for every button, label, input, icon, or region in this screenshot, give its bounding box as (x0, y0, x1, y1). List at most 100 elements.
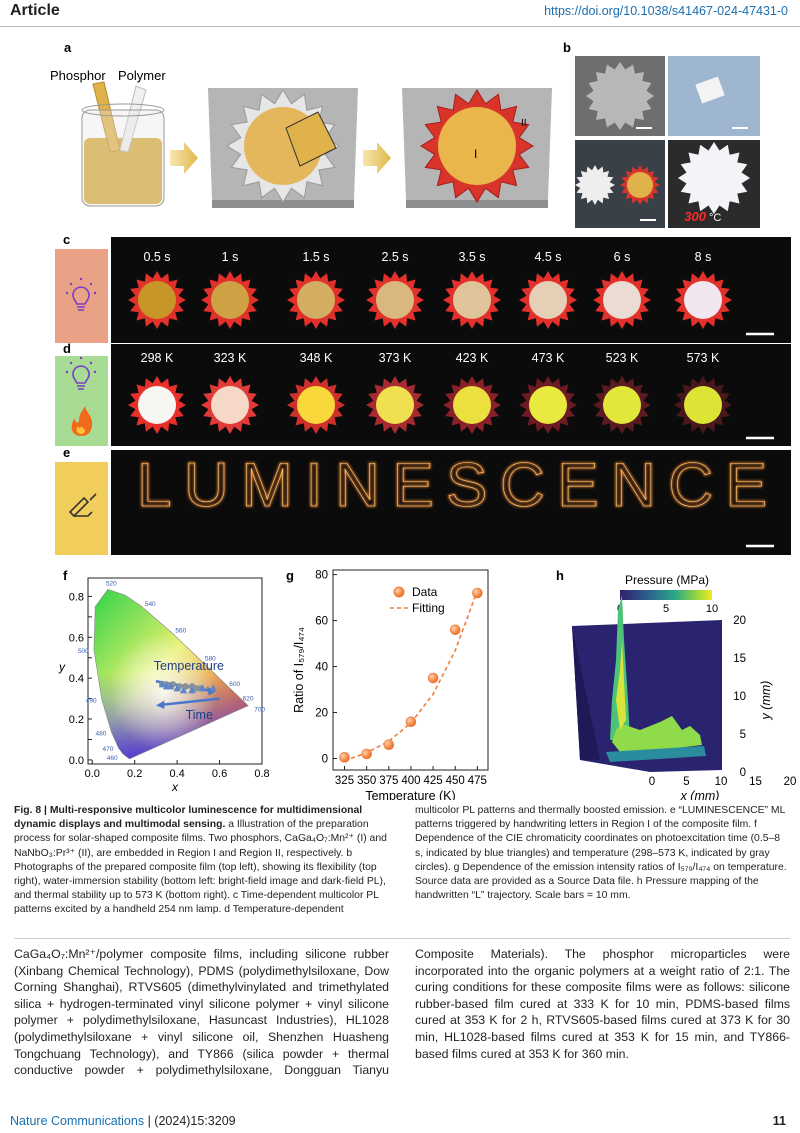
data-point (405, 716, 417, 728)
time-label: 6 s (614, 250, 631, 264)
panel-label: g (286, 568, 294, 583)
x-tick-label: 450 (446, 775, 465, 787)
sun (586, 62, 654, 130)
temperature-label: 573 K (687, 351, 720, 365)
label: Phosphor (50, 68, 106, 83)
x-tick-label: 0 (649, 776, 655, 788)
data-point (427, 672, 439, 684)
colorbar-tick-label: 5 (663, 603, 669, 615)
plate-edge (406, 200, 548, 208)
sun (678, 142, 750, 214)
doi-link[interactable]: https://doi.org/10.1038/s41467-024-47431… (544, 4, 788, 18)
fit-line (344, 590, 479, 762)
pressure-trace (612, 716, 702, 752)
stick (119, 85, 147, 153)
time-label: 0.5 s (143, 250, 170, 264)
film-piece (285, 111, 337, 167)
time-label: 4.5 s (534, 250, 561, 264)
time-point (179, 686, 188, 694)
x-tick-label: 5 (683, 776, 689, 788)
page-number: 11 (772, 1114, 786, 1128)
x-tick-label: 475 (468, 775, 487, 787)
y-tick-label: 5 (740, 729, 746, 741)
y-tick-label: 40 (315, 662, 328, 674)
wavelength-label: 700 (254, 707, 265, 714)
sun-disc (684, 386, 722, 424)
bulb-icon (72, 365, 90, 390)
panel-label: a (64, 40, 72, 55)
panel-label: d (63, 341, 71, 356)
time-label: 1.5 s (302, 250, 329, 264)
temperature-label: 473 K (532, 351, 565, 365)
colorbar-label: Pressure (MPa) (625, 573, 709, 587)
photo-strip (111, 450, 791, 555)
arrow (170, 142, 198, 174)
arrow-head (155, 700, 165, 709)
sun-disc (453, 281, 491, 319)
sun-disc (211, 386, 249, 424)
footer-journal: Nature Communications | (2024)15:3209 (10, 1114, 236, 1128)
x-tick-label: 10 (715, 776, 728, 788)
x-tick-label: 0.8 (254, 768, 269, 780)
figure-caption: Fig. 8 | Multi-responsive multicolor lum… (14, 804, 790, 932)
beaker-liquid (84, 138, 162, 204)
sun-disc (603, 281, 641, 319)
region-label: II (521, 118, 527, 129)
section-rule (14, 938, 790, 939)
temperature-label: 423 K (456, 351, 489, 365)
bulb-ray (79, 277, 83, 281)
arrow (363, 142, 391, 174)
y-tick-label: 10 (733, 691, 746, 703)
time-label: 2.5 s (381, 250, 408, 264)
annotation: Temperature (154, 659, 224, 673)
panel-label: e (63, 445, 70, 460)
y-tick-label: 0 (322, 754, 328, 766)
y-tick-label: 0.8 (69, 591, 84, 603)
sun-disc (453, 386, 491, 424)
panel-label: h (556, 568, 564, 583)
y-tick-label: 0 (740, 767, 746, 779)
time-point (173, 684, 181, 692)
wavelength-label: 500 (78, 648, 89, 655)
x-axis-label: x (171, 780, 179, 794)
plate-edge (212, 200, 354, 208)
icon-box (55, 249, 108, 343)
wavelength-label: 520 (106, 580, 117, 587)
data-point (361, 748, 372, 760)
header-rule (0, 26, 800, 27)
colorbar-tick-label: 10 (706, 603, 718, 615)
temperature-label: 523 K (606, 351, 639, 365)
plot-frame (332, 569, 489, 771)
flame-core (76, 426, 86, 434)
y-axis-label: Ratio of I₅₇₉/I₄₇₄ (292, 627, 306, 713)
sun-disc (627, 172, 653, 198)
hand-icon (68, 493, 97, 518)
sun-disc (297, 386, 335, 424)
bulb-ray (89, 361, 93, 365)
panel-label: f (63, 568, 68, 583)
time-point (162, 682, 171, 690)
citation: | (2024)15:3209 (147, 1114, 236, 1128)
legend-label: Data (412, 585, 438, 599)
y-tick-label: 20 (315, 708, 328, 720)
sun (575, 165, 615, 205)
sun-disc (603, 386, 641, 424)
sun-disc (529, 386, 567, 424)
bulb-ray (69, 282, 73, 286)
bulb-ray (65, 291, 69, 295)
bulb-ray (93, 291, 97, 295)
data-point (449, 624, 461, 636)
time-point (209, 684, 217, 692)
bulb-ray (79, 356, 83, 360)
arrow (162, 697, 220, 706)
sun-disc (138, 386, 176, 424)
pressure-trace (616, 640, 626, 730)
legend-label: Fitting (412, 601, 445, 615)
wavelength-label: 560 (175, 627, 186, 634)
sun-disc (376, 386, 414, 424)
bulb-ray (65, 370, 69, 374)
bulb-ray (89, 282, 93, 286)
caption-title: Multi-responsive multicolor luminescence… (14, 805, 363, 831)
